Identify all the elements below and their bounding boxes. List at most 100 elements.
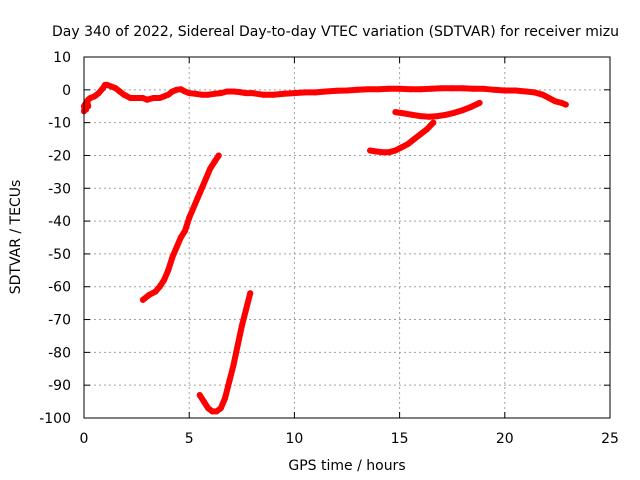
y-tick-label: -90 [48,378,71,394]
data-point [243,306,249,313]
data-point [291,90,298,97]
data-point [480,85,487,92]
x-tick-label: 10 [285,431,303,447]
data-point [259,91,266,98]
data-point [373,148,380,155]
data-point [451,109,458,116]
data-point [133,95,140,101]
data-point [112,85,119,92]
data-point [344,87,350,94]
data-point [552,98,559,105]
data-point [333,87,340,94]
x-tick-label: 15 [391,431,409,447]
data-point [270,91,277,98]
data-point [226,378,233,385]
data-point [407,86,414,93]
data-point [217,405,224,412]
data-point [491,86,498,93]
data-point [426,113,433,120]
data-point [116,88,123,95]
data-point [127,95,134,101]
data-point [84,98,91,105]
data-point [85,103,92,110]
data-point [405,141,411,147]
data-point [243,90,249,97]
y-tick-label: 0 [62,83,71,99]
data-point [501,87,508,94]
data-point [424,126,430,133]
data-point [247,290,254,297]
data-point [196,392,203,398]
data-point [198,91,205,98]
data-point [161,277,167,284]
series-arc-dec [139,152,222,303]
y-tick-label: -70 [48,313,71,329]
data-point [522,88,529,95]
series-arc-deep [196,290,254,415]
y-tick-label: -50 [48,247,71,263]
data-point [152,288,159,295]
data-point [205,405,212,412]
data-point [236,89,243,96]
data-point [234,342,241,349]
data-point [386,85,393,92]
data-point [367,147,374,154]
data-point [169,254,176,261]
y-tick-label: -10 [48,116,71,132]
data-point [365,86,371,93]
data-point [230,362,237,369]
data-point [375,86,382,93]
plot-frame [83,56,611,419]
data-point [192,90,199,97]
y-tick-label: -40 [48,214,71,230]
y-tick-label: -20 [48,148,71,164]
axis-ticks: 0 5 10 15 20 25 10 0 -10 -20 -30 -40 -50 -60 -70 -80 -90… [39,50,619,447]
data-point [203,175,209,182]
x-tick-label: 5 [185,431,194,447]
data-point [409,111,416,118]
data-point [156,283,163,290]
series-arc-mid [367,119,437,156]
data-point [211,159,218,165]
data-point [217,90,224,97]
data-point [470,85,477,92]
data-point [468,103,475,110]
chart-title: Day 340 of 2022, Sidereal Day-to-day VTE… [52,24,619,40]
data-point [476,99,483,106]
y-axis-label: SDTVAR / TECUs [8,180,24,295]
data-point [177,234,184,241]
data-point [323,88,329,95]
data-point [182,227,188,234]
x-tick-label: 0 [80,431,89,447]
data-point [230,88,237,95]
data-point [150,95,157,101]
x-axis-label: GPS time / hours [288,458,405,474]
data-point [562,101,569,108]
y-tick-label: -80 [48,345,71,361]
data-point [417,86,424,93]
data-point [215,152,222,159]
y-tick-label: -30 [48,181,71,197]
data-point [165,91,172,98]
data-point [546,95,552,101]
series-arc-upper [392,99,483,120]
data-point [186,214,193,221]
data-point [417,113,424,120]
data-point [459,85,466,92]
data-point [139,296,146,303]
data-point [386,149,393,156]
data-point [301,89,308,96]
data-point [512,87,519,94]
data-point [207,165,214,172]
data-point [449,85,456,92]
data-point [396,85,403,92]
data-point [354,86,361,93]
data-point [165,267,172,274]
data-point [392,147,399,154]
data-point [442,111,449,118]
data-point [249,90,256,97]
y-tick-label: -60 [48,280,71,296]
x-tick-label: 20 [496,431,514,447]
data-point [146,291,153,298]
